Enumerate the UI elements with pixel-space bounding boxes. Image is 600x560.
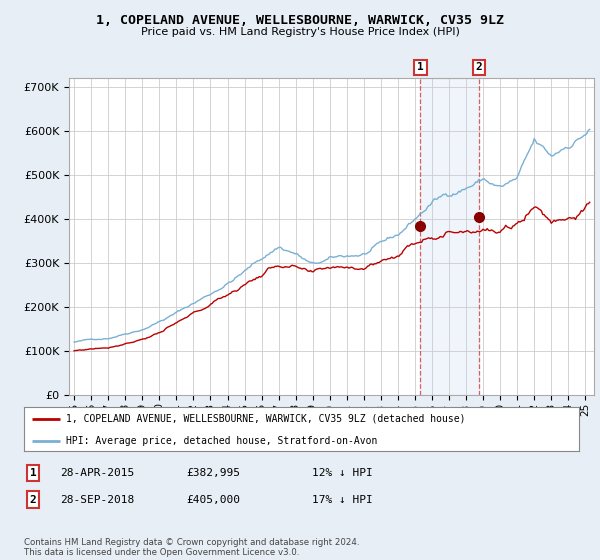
Bar bbox=[421, 78, 479, 395]
Text: 17% ↓ HPI: 17% ↓ HPI bbox=[312, 494, 373, 505]
Text: 28-SEP-2018: 28-SEP-2018 bbox=[60, 494, 134, 505]
Text: 1, COPELAND AVENUE, WELLESBOURNE, WARWICK, CV35 9LZ (detached house): 1, COPELAND AVENUE, WELLESBOURNE, WARWIC… bbox=[65, 414, 465, 424]
Text: 28-APR-2015: 28-APR-2015 bbox=[60, 468, 134, 478]
Text: 1, COPELAND AVENUE, WELLESBOURNE, WARWICK, CV35 9LZ: 1, COPELAND AVENUE, WELLESBOURNE, WARWIC… bbox=[96, 14, 504, 27]
Text: Price paid vs. HM Land Registry's House Price Index (HPI): Price paid vs. HM Land Registry's House … bbox=[140, 27, 460, 37]
Text: HPI: Average price, detached house, Stratford-on-Avon: HPI: Average price, detached house, Stra… bbox=[65, 436, 377, 446]
Text: 2: 2 bbox=[29, 494, 37, 505]
Text: 1: 1 bbox=[417, 62, 424, 72]
Text: 12% ↓ HPI: 12% ↓ HPI bbox=[312, 468, 373, 478]
Text: 1: 1 bbox=[29, 468, 37, 478]
Text: 2: 2 bbox=[475, 62, 482, 72]
Text: £405,000: £405,000 bbox=[186, 494, 240, 505]
Text: £382,995: £382,995 bbox=[186, 468, 240, 478]
Text: Contains HM Land Registry data © Crown copyright and database right 2024.
This d: Contains HM Land Registry data © Crown c… bbox=[24, 538, 359, 557]
